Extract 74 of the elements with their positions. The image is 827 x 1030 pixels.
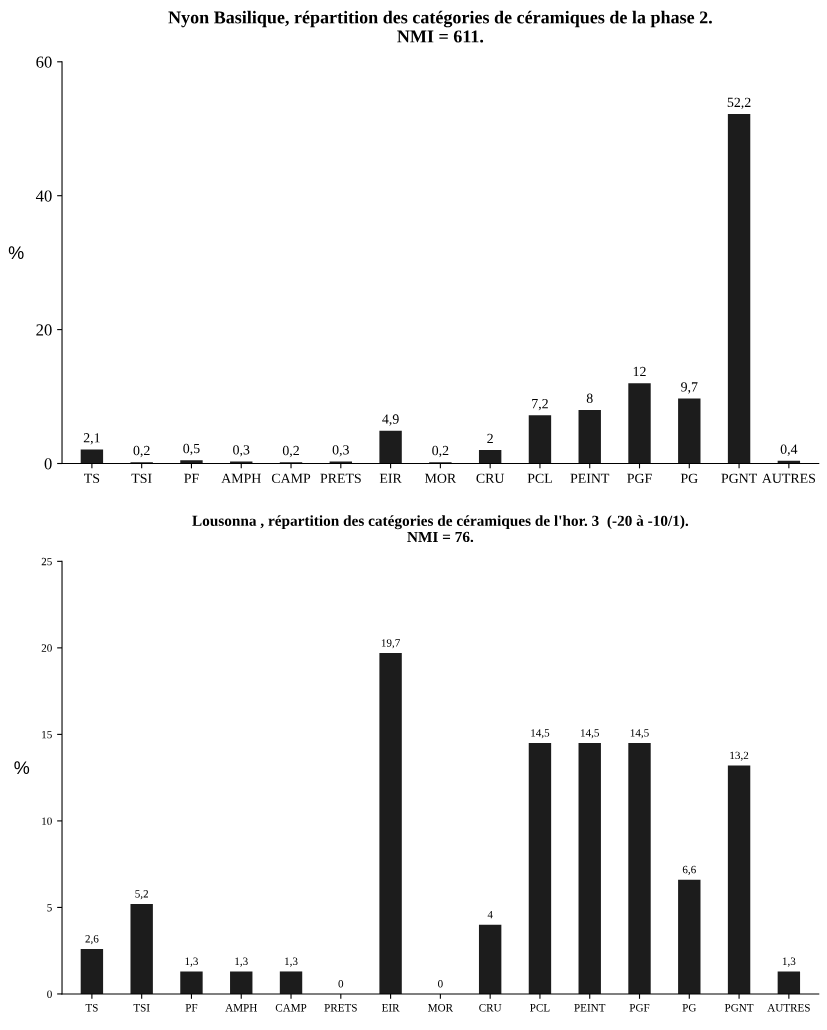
- x-tick-label: AUTRES: [761, 473, 816, 483]
- x-tick-label: PGNT: [724, 1004, 754, 1012]
- x-tick-label: EIR: [381, 1004, 400, 1012]
- data-label: 0: [438, 980, 443, 988]
- data-label: 0,3: [332, 445, 349, 457]
- data-label: 8: [586, 393, 593, 403]
- x-tick-label: PEINT: [574, 1004, 606, 1012]
- x-tick-label: AMPH: [221, 473, 261, 483]
- y-tick-label: 25: [41, 557, 52, 566]
- x-tick-label: MOR: [424, 473, 457, 483]
- y-tick-label: 40: [35, 190, 52, 202]
- x-tick-label: TS: [85, 1004, 98, 1012]
- x-tick-label: PF: [185, 1004, 198, 1012]
- x-tick-label: TSI: [133, 1004, 150, 1012]
- x-tick-label: CRU: [479, 1004, 502, 1012]
- y-tick-label: 0: [44, 458, 52, 470]
- x-tick-label: AMPH: [225, 1004, 257, 1012]
- x-tick-label: PGNT: [721, 473, 757, 483]
- data-label: 0: [338, 980, 344, 988]
- data-label: 14,5: [630, 729, 649, 739]
- data-label: 52,2: [727, 97, 751, 110]
- y-axis-title: %: [14, 761, 30, 775]
- data-label: 0,5: [183, 443, 200, 456]
- data-label: 2,1: [83, 433, 100, 445]
- x-tick-label: CRU: [476, 473, 505, 483]
- y-tick-label: 60: [36, 56, 52, 68]
- data-label: 14,5: [531, 729, 550, 739]
- data-label: 9,7: [681, 382, 698, 394]
- x-tick-label: PGF: [629, 1004, 650, 1012]
- x-tick-label: PG: [680, 473, 698, 483]
- data-label: 6,6: [682, 865, 696, 875]
- x-tick-label: CAMP: [271, 473, 311, 483]
- x-tick-label: PG: [682, 1004, 697, 1012]
- data-label: 5,2: [135, 890, 149, 900]
- data-label: 2,6: [85, 935, 99, 945]
- data-label: 0,2: [432, 445, 449, 458]
- data-label: 4: [487, 910, 493, 919]
- data-label: 2: [487, 433, 493, 443]
- data-label: 1,3: [782, 957, 796, 967]
- chart-title: Lousonna , répartition des catégories de céramiques de l'hor. 3 (-20 à -10/1). NMI = 76.: [192, 515, 689, 543]
- x-tick-label: MOR: [428, 1004, 454, 1012]
- y-tick-label: 10: [42, 817, 52, 825]
- data-label: 13,2: [730, 751, 749, 761]
- x-tick-label: PCL: [530, 1004, 550, 1012]
- data-label: 1,3: [235, 957, 248, 967]
- x-tick-label: TS: [84, 473, 100, 483]
- data-label: 0,2: [282, 445, 299, 458]
- x-tick-label: CAMP: [275, 1004, 307, 1012]
- y-axis-title: %: [8, 246, 24, 260]
- data-label: 0,4: [780, 444, 798, 456]
- data-label: 1,3: [185, 957, 198, 967]
- data-label: 4,9: [382, 414, 399, 426]
- data-label: 0,2: [133, 445, 150, 458]
- data-label: 14,5: [580, 729, 600, 739]
- x-tick-label: PEINT: [570, 473, 610, 483]
- chart-title: Nyon Basilique, répartition des catégories de céramiques de la phase 2. NMI = 611.: [168, 10, 712, 43]
- data-label: 19,7: [381, 639, 400, 649]
- data-label: 7,2: [532, 398, 548, 411]
- y-tick-label: 20: [36, 324, 52, 336]
- y-tick-label: 5: [47, 904, 52, 912]
- y-tick-label: 15: [42, 730, 52, 739]
- x-tick-label: PRETS: [320, 473, 361, 483]
- y-tick-label: 20: [41, 644, 52, 652]
- x-tick-label: PF: [184, 473, 199, 483]
- data-label: 1,3: [285, 957, 298, 967]
- data-label: 12: [633, 366, 646, 377]
- y-tick-label: 0: [47, 990, 52, 998]
- x-tick-label: PGF: [627, 473, 652, 483]
- x-tick-label: EIR: [379, 473, 402, 483]
- x-tick-label: PCL: [527, 473, 552, 483]
- x-tick-label: PRETS: [324, 1004, 357, 1012]
- x-tick-label: TSI: [131, 473, 152, 483]
- data-label: 0,3: [233, 445, 250, 457]
- x-tick-label: AUTRES: [767, 1004, 810, 1012]
